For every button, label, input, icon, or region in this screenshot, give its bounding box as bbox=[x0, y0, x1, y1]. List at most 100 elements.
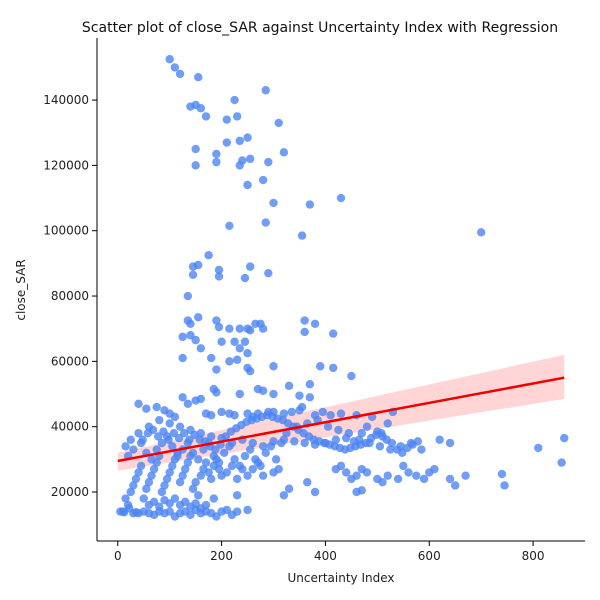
data-point bbox=[316, 362, 325, 371]
data-point bbox=[165, 468, 174, 477]
data-point bbox=[378, 478, 387, 487]
data-point bbox=[168, 461, 177, 471]
data-point bbox=[238, 156, 247, 165]
data-point bbox=[160, 481, 169, 490]
data-point bbox=[230, 95, 239, 105]
data-point bbox=[148, 425, 158, 435]
data-point bbox=[279, 148, 289, 157]
data-point bbox=[129, 481, 138, 490]
data-point bbox=[165, 419, 174, 428]
data-point bbox=[383, 471, 392, 480]
data-point bbox=[243, 348, 252, 358]
data-point bbox=[362, 422, 372, 431]
data-point bbox=[435, 435, 444, 444]
data-point bbox=[194, 72, 203, 82]
data-point bbox=[121, 442, 130, 451]
data-point bbox=[188, 270, 198, 280]
data-point bbox=[170, 412, 180, 422]
data-point bbox=[207, 432, 216, 441]
data-point bbox=[240, 451, 250, 461]
data-point bbox=[245, 326, 255, 335]
data-point bbox=[326, 411, 335, 420]
y-tick-label: 40000 bbox=[51, 420, 89, 434]
data-point bbox=[329, 363, 338, 373]
data-point bbox=[240, 337, 250, 346]
data-point bbox=[277, 438, 286, 448]
data-point bbox=[245, 262, 255, 271]
data-point bbox=[232, 112, 242, 121]
data-point bbox=[136, 461, 146, 471]
data-point bbox=[243, 180, 252, 190]
data-point bbox=[323, 422, 333, 431]
data-point bbox=[399, 461, 408, 471]
data-point bbox=[261, 218, 270, 227]
data-point bbox=[199, 445, 208, 454]
data-point bbox=[139, 494, 148, 503]
data-point bbox=[261, 86, 270, 95]
regression-line bbox=[117, 376, 565, 463]
data-point bbox=[430, 464, 439, 474]
data-point bbox=[152, 458, 161, 467]
data-point bbox=[303, 478, 312, 487]
data-point bbox=[336, 409, 346, 418]
data-point bbox=[225, 357, 234, 366]
data-point bbox=[261, 448, 270, 458]
data-point bbox=[157, 487, 167, 497]
data-point bbox=[300, 327, 309, 337]
data-point bbox=[194, 313, 203, 322]
data-point bbox=[245, 445, 255, 454]
data-point bbox=[341, 468, 351, 477]
data-point bbox=[157, 438, 167, 448]
data-point bbox=[560, 433, 569, 443]
data-point bbox=[214, 265, 224, 275]
data-point bbox=[445, 474, 455, 484]
data-point bbox=[155, 415, 164, 425]
data-point bbox=[178, 393, 187, 402]
data-point bbox=[230, 411, 239, 420]
data-point bbox=[248, 464, 257, 474]
y-tick-label: 140000 bbox=[43, 93, 89, 107]
data-point bbox=[344, 429, 353, 438]
data-point bbox=[204, 251, 213, 260]
data-point bbox=[336, 193, 346, 203]
data-point bbox=[290, 437, 299, 446]
data-point bbox=[305, 393, 315, 402]
data-point bbox=[412, 471, 421, 480]
data-point bbox=[214, 272, 224, 281]
data-point bbox=[124, 504, 134, 513]
data-point bbox=[212, 455, 221, 464]
data-point bbox=[194, 260, 203, 270]
data-point bbox=[207, 474, 216, 484]
data-point bbox=[227, 461, 237, 471]
data-point bbox=[214, 464, 224, 474]
data-point bbox=[245, 154, 255, 164]
data-point bbox=[201, 500, 211, 510]
data-point bbox=[165, 55, 174, 64]
data-point bbox=[178, 471, 187, 480]
x-axis-label: Uncertainty Index bbox=[288, 571, 395, 585]
regression-line-layer bbox=[117, 376, 565, 463]
data-point bbox=[134, 429, 143, 438]
data-point bbox=[180, 429, 189, 438]
data-point bbox=[131, 474, 141, 484]
data-point bbox=[121, 494, 130, 503]
data-point bbox=[191, 161, 200, 170]
x-tick-label: 200 bbox=[210, 549, 233, 563]
data-point bbox=[142, 404, 151, 413]
data-point bbox=[274, 118, 283, 128]
data-point bbox=[451, 481, 460, 490]
data-point bbox=[225, 324, 234, 333]
data-point bbox=[219, 448, 229, 458]
x-tick-label: 600 bbox=[418, 549, 441, 563]
data-point bbox=[155, 502, 164, 511]
data-point bbox=[240, 273, 250, 283]
data-point bbox=[212, 388, 221, 397]
data-point bbox=[235, 324, 244, 333]
data-point bbox=[331, 464, 341, 474]
data-point bbox=[209, 494, 219, 503]
data-point bbox=[134, 468, 143, 477]
data-point bbox=[131, 508, 141, 517]
data-point bbox=[269, 362, 278, 371]
data-point bbox=[222, 138, 231, 147]
data-point bbox=[194, 491, 203, 500]
